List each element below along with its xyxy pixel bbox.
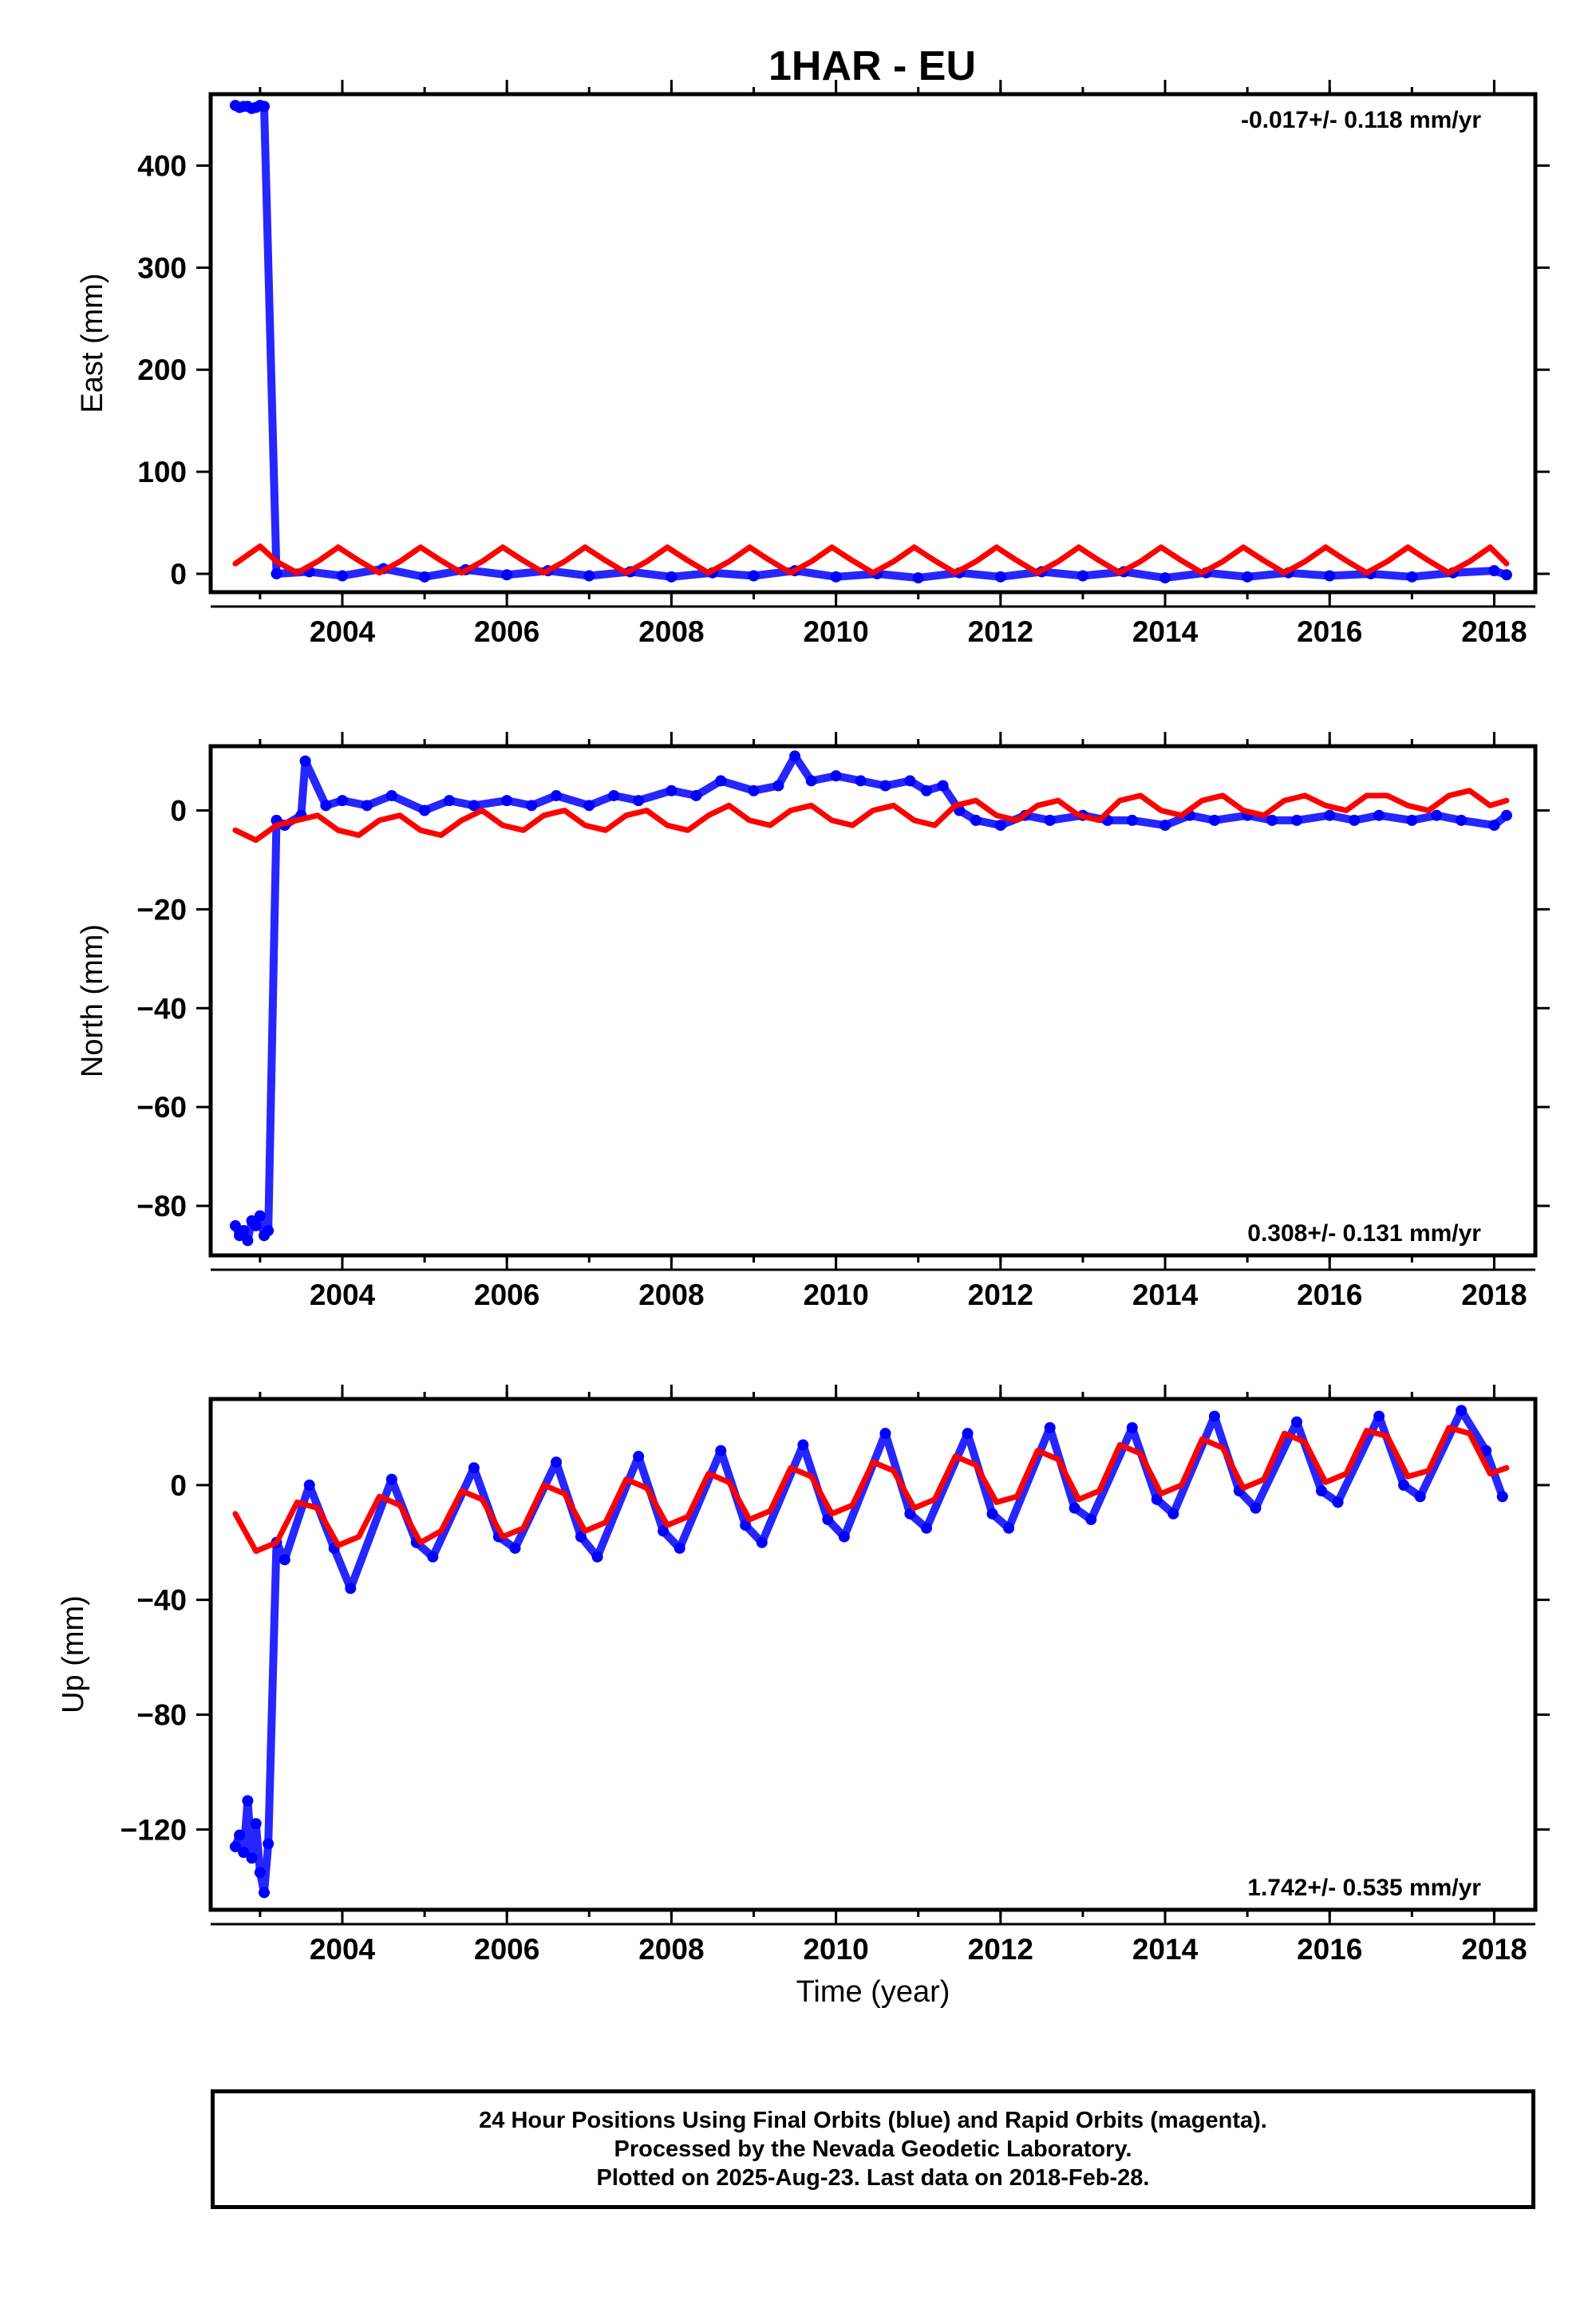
- footer-box: 24 Hour Positions Using Final Orbits (bl…: [211, 2089, 1535, 2209]
- up-rate-label: 1.742+/- 0.535 mm/yr: [1247, 1875, 1481, 1901]
- north-y-tick-label: −80: [136, 1190, 187, 1223]
- north-panel: 2004 2006 2008 2010 2012 2014 2016 2018 0 −20 −40 −…: [76, 732, 1550, 1311]
- up-y-tick-label: −40: [136, 1584, 187, 1617]
- north-x-tick-label: 2012: [968, 1279, 1033, 1311]
- east-x-tick-label: 2004: [310, 615, 376, 648]
- figure-title: 1HAR - EU: [768, 43, 976, 89]
- up-x-tick-label: 2006: [474, 1933, 539, 1966]
- east-y-axis-label: East (mm): [76, 273, 109, 413]
- east-y-tick-label: 300: [137, 251, 187, 284]
- north-y-tick-label: −60: [136, 1091, 187, 1124]
- up-model-line: [232, 1425, 1510, 1555]
- east-y-tick-label: 100: [137, 456, 187, 488]
- up-x-tick-label: 2018: [1461, 1933, 1527, 1966]
- east-x-tick-label: 2006: [474, 615, 539, 648]
- east-plot-area: [229, 100, 1512, 584]
- up-x-tick-label: 2016: [1297, 1933, 1362, 1966]
- east-frame: [208, 92, 1538, 595]
- up-y-tick-label: −80: [136, 1699, 187, 1732]
- up-y-axis-label: Up (mm): [57, 1595, 90, 1713]
- up-data-band: [231, 1406, 1507, 1897]
- north-x-tick-label: 2008: [638, 1279, 704, 1311]
- east-y-tick-label: 0: [170, 558, 187, 591]
- north-x-tick-label: 2006: [474, 1279, 539, 1311]
- north-frame: [208, 744, 1538, 1258]
- east-x-tick-label: 2010: [803, 615, 868, 648]
- footer-line-3: Plotted on 2025-Aug-23. Last data on 201…: [596, 2165, 1150, 2191]
- east-x-tick-label: 2016: [1297, 615, 1362, 648]
- up-x-tick-label: 2012: [968, 1933, 1033, 1966]
- north-y-axis-label: North (mm): [76, 924, 109, 1077]
- north-x-tick-label: 2010: [803, 1279, 868, 1311]
- east-x-tick-label: 2018: [1461, 615, 1527, 648]
- up-x-axis-label: Time (year): [796, 1975, 950, 2009]
- north-x-tick-label: 2004: [310, 1279, 376, 1311]
- up-x-tick-label: 2008: [638, 1933, 704, 1966]
- east-x-tick-label: 2008: [638, 615, 704, 648]
- footer-line-2: Processed by the Nevada Geodetic Laborat…: [614, 2136, 1132, 2162]
- north-x-tick-label: 2018: [1461, 1279, 1527, 1311]
- up-x-tick-label: 2004: [310, 1933, 376, 1966]
- up-plot-area: [229, 1405, 1510, 1899]
- north-y-tick-label: −40: [136, 992, 187, 1025]
- footer-line-1: 24 Hour Positions Using Final Orbits (bl…: [479, 2108, 1267, 2133]
- up-y-tick-label: 0: [170, 1469, 187, 1502]
- up-y-tick-label: −120: [120, 1813, 187, 1846]
- east-panel: 2004 2006 2008 2010 2012 2014 2016 2018 0 100 200 3…: [76, 80, 1550, 648]
- east-y-tick-label: 400: [137, 150, 187, 183]
- up-frame: [208, 1397, 1538, 1912]
- north-x-tick-label: 2014: [1132, 1279, 1199, 1311]
- north-x-tick-label: 2016: [1297, 1279, 1362, 1311]
- east-y-tick-label: 200: [137, 354, 187, 386]
- north-model-line: [232, 788, 1510, 844]
- up-x-tick-label: 2010: [803, 1933, 868, 1966]
- up-x-tick-label: 2014: [1132, 1933, 1199, 1966]
- north-plot-area: [229, 750, 1512, 1247]
- east-data-band: [231, 101, 1511, 583]
- east-x-tick-label: 2012: [968, 615, 1033, 648]
- east-rate-label: -0.017+/- 0.118 mm/yr: [1241, 107, 1481, 133]
- east-model-line: [232, 543, 1510, 576]
- north-y-tick-label: −20: [136, 893, 187, 926]
- up-panel: 2004 2006 2008 2010 2012 2014 2016 2018 0 −40 −80 −…: [57, 1385, 1550, 2009]
- north-y-tick-label: 0: [170, 795, 187, 828]
- east-x-tick-label: 2014: [1132, 615, 1199, 648]
- north-rate-label: 0.308+/- 0.131 mm/yr: [1247, 1220, 1481, 1247]
